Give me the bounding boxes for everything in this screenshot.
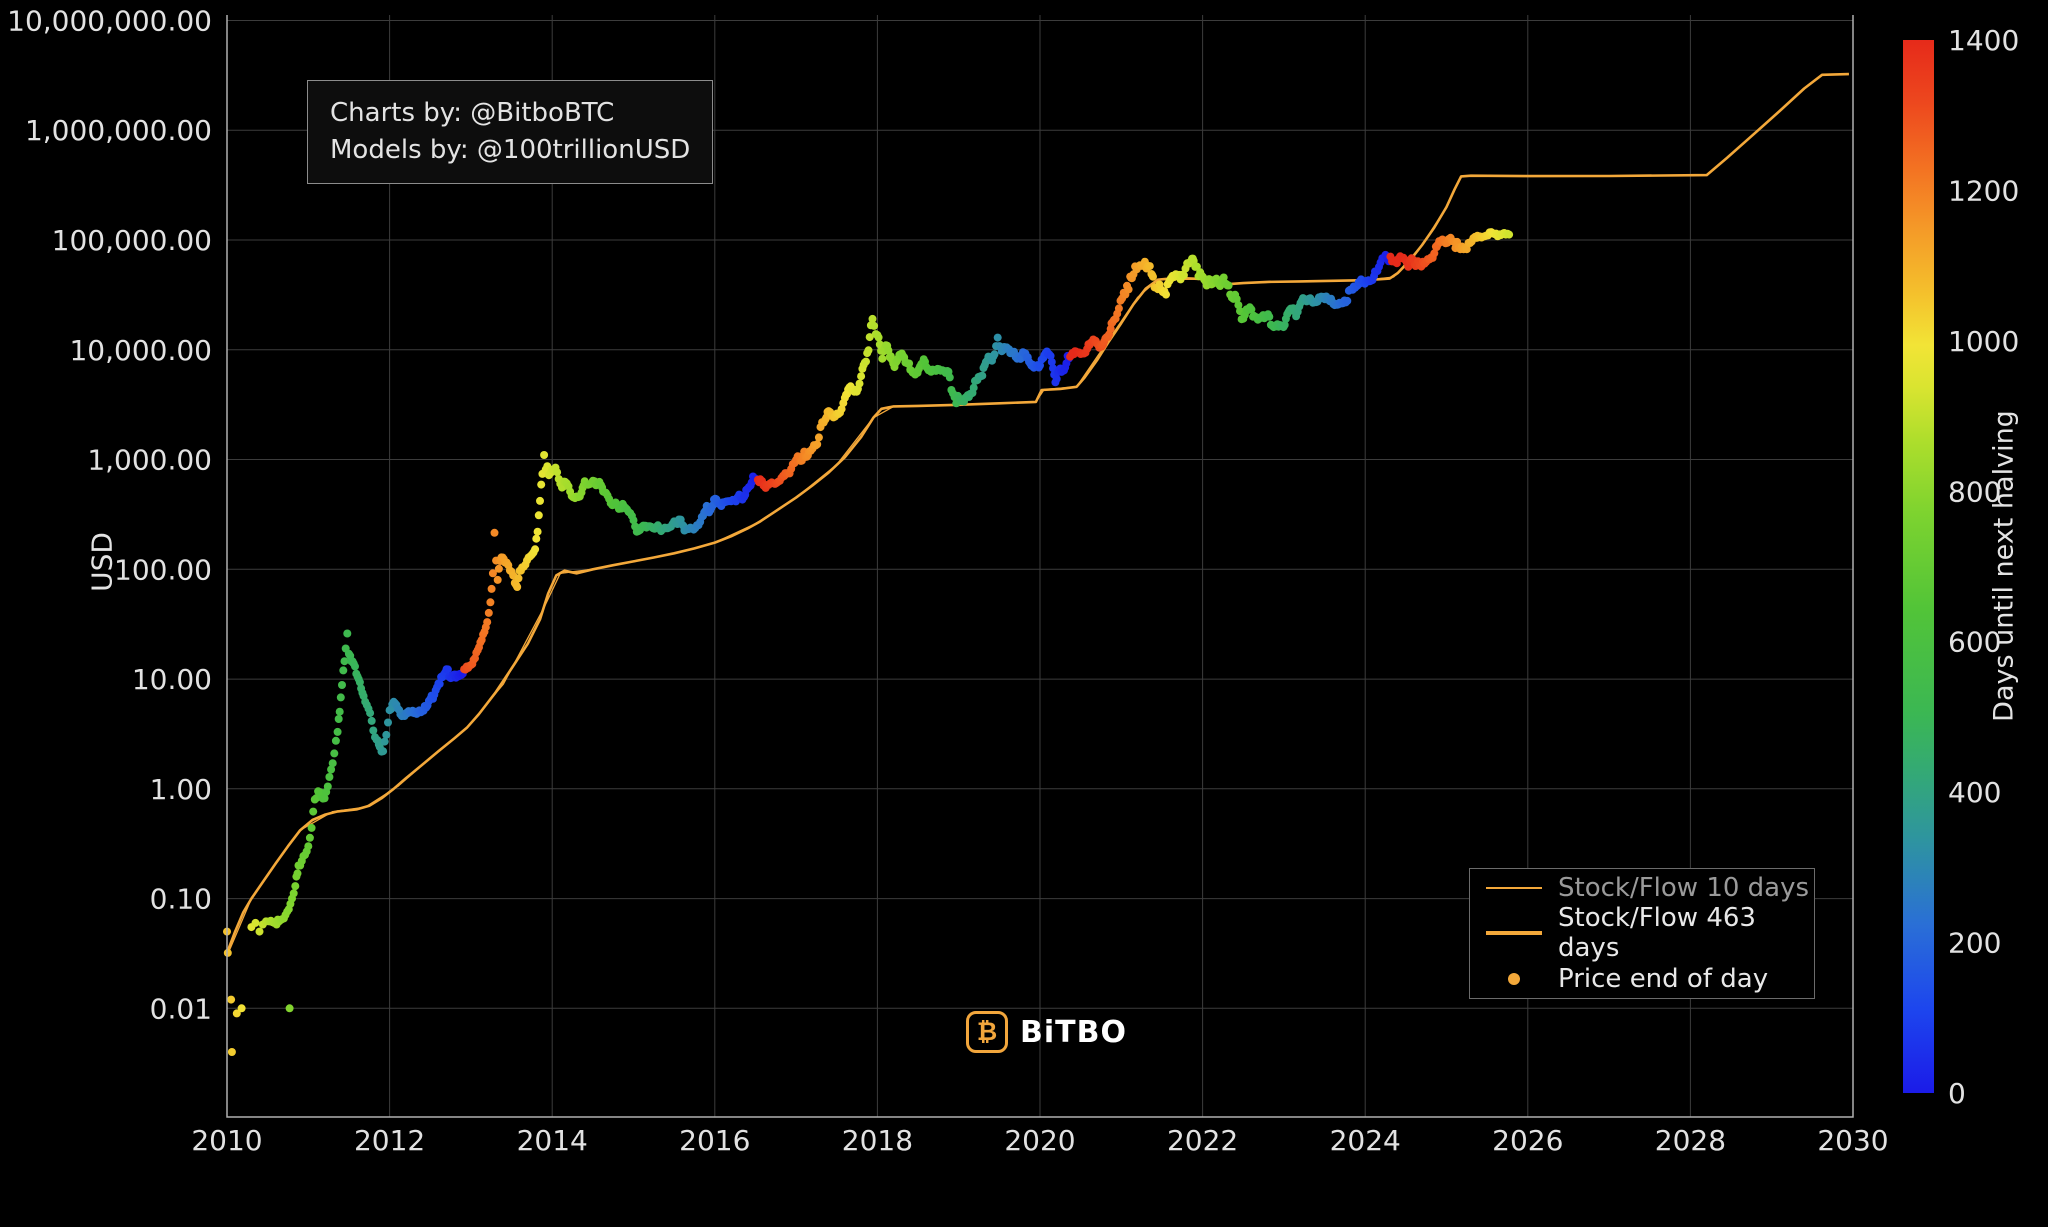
- attribution-box: Charts by: @BitboBTC Models by: @100tril…: [307, 80, 714, 184]
- colorbar-tick-label: 400: [1948, 776, 2001, 809]
- price-dots: [223, 228, 1514, 1056]
- colorbar-tick-labels: 0 200 400 600 800 1000 1200 1400: [1948, 24, 2019, 1110]
- legend: Stock/Flow 10 days Stock/Flow 463 days P…: [1469, 868, 1815, 999]
- colorbar-tick-label: 1000: [1948, 325, 2019, 358]
- s2f-10d-line: [226, 73, 1849, 957]
- plot-frame: [226, 15, 1854, 1118]
- x-tick-label: 2024: [1330, 1124, 1401, 1157]
- attribution-charts-by: Charts by: @BitboBTC: [330, 98, 615, 128]
- x-tick-label: 2030: [1817, 1124, 1888, 1157]
- x-tick-label: 2028: [1655, 1124, 1726, 1157]
- bitbo-logo: ₿ BiTBO: [966, 1011, 1127, 1053]
- x-tick-label: 2016: [679, 1124, 750, 1157]
- colorbar: [1903, 40, 1934, 1093]
- y-tick-label: 10,000,000.00: [7, 5, 212, 38]
- legend-label: Stock/Flow 10 days: [1558, 873, 1810, 904]
- colorbar-tick-label: 800: [1948, 475, 2001, 508]
- legend-line-thick-swatch: [1486, 931, 1542, 936]
- x-tick-label: 2010: [191, 1124, 262, 1157]
- y-axis-labels: 10,000,000.00 1,000,000.00 100,000.00 10,00…: [7, 5, 212, 1026]
- legend-item-s2f-10d: Stock/Flow 10 days: [1470, 873, 1814, 903]
- colorbar-title: Days until next halving: [1988, 410, 2020, 722]
- attribution-models-by: Models by: @100trillionUSD: [330, 135, 691, 165]
- legend-item-price: Price end of day: [1470, 964, 1814, 994]
- colorbar-tick-label: 1200: [1948, 174, 2019, 207]
- legend-dot-swatch: [1486, 972, 1542, 985]
- colorbar-tick-label: 1400: [1948, 24, 2019, 57]
- legend-label: Price end of day: [1558, 963, 1769, 994]
- x-axis-labels: 2010 2012 2014 2016 2018 2020 2022 2024 2026 2028…: [191, 1124, 1888, 1157]
- y-tick-label: 1.00: [150, 773, 212, 806]
- x-tick-label: 2018: [842, 1124, 913, 1157]
- s2f-463d-line: [225, 72, 1849, 954]
- x-tick-label: 2012: [354, 1124, 425, 1157]
- y-tick-label: 1,000.00: [87, 444, 212, 477]
- colorbar-tick-label: 200: [1948, 927, 2001, 960]
- legend-label: Stock/Flow 463 days: [1558, 903, 1756, 964]
- y-axis-title: USD: [85, 532, 119, 592]
- x-tick-label: 2020: [1004, 1124, 1075, 1157]
- x-tick-label: 2026: [1492, 1124, 1563, 1157]
- y-tick-label: 0.10: [150, 883, 212, 916]
- y-tick-label: 100,000.00: [52, 224, 212, 257]
- bitbo-logo-text: BiTBO: [1020, 1014, 1127, 1050]
- x-tick-label: 2014: [517, 1124, 588, 1157]
- colorbar-tick-label: 600: [1948, 626, 2001, 659]
- legend-item-s2f-463d: Stock/Flow 463 days: [1470, 903, 1814, 963]
- legend-line-thin-swatch: [1486, 887, 1542, 890]
- y-tick-label: 0.01: [150, 992, 212, 1025]
- colorbar-tick-label: 0: [1948, 1077, 1966, 1110]
- bitcoin-icon: ₿: [966, 1011, 1008, 1053]
- y-tick-label: 10,000.00: [69, 334, 212, 367]
- y-tick-label: 10.00: [132, 663, 212, 696]
- x-tick-label: 2022: [1167, 1124, 1238, 1157]
- y-tick-label: 100.00: [114, 553, 212, 586]
- y-tick-label: 1,000,000.00: [25, 114, 212, 147]
